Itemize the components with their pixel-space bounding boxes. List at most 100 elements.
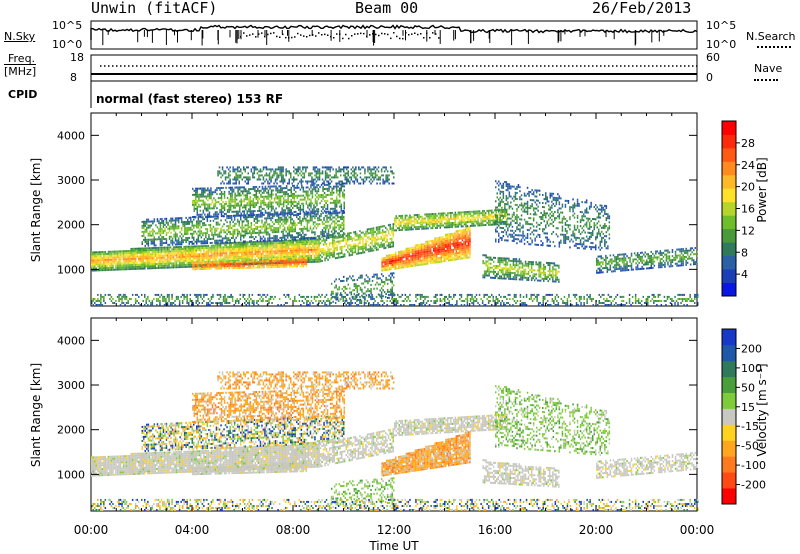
power-cell <box>203 202 205 204</box>
power-cell <box>242 267 244 269</box>
power-cell <box>394 268 396 270</box>
power-cell <box>213 220 215 222</box>
power-cell <box>204 240 206 242</box>
power-cell <box>163 230 165 232</box>
power-cell <box>271 186 273 188</box>
power-cell <box>319 168 321 170</box>
power-cell <box>373 231 375 233</box>
power-cell <box>289 266 291 268</box>
power-cell <box>180 262 182 264</box>
power-cell <box>190 248 192 250</box>
power-cell <box>352 166 354 168</box>
power-cell <box>200 210 202 212</box>
power-cell <box>248 210 250 212</box>
power-cell <box>394 256 396 258</box>
power-cell <box>269 176 271 178</box>
power-cell <box>171 262 173 264</box>
power-cell <box>419 246 421 248</box>
power-cell <box>310 238 312 240</box>
power-cell <box>286 258 288 260</box>
power-cell <box>232 231 234 233</box>
power-cell <box>155 238 157 240</box>
power-cell <box>277 262 279 264</box>
power-cell <box>166 222 168 224</box>
power-cell <box>338 253 340 255</box>
power-cell <box>221 268 223 270</box>
power-cell <box>248 181 250 183</box>
power-cell <box>132 268 134 270</box>
power-cell <box>280 258 282 260</box>
power-cell <box>316 184 318 186</box>
power-cell <box>245 198 247 200</box>
power-cell <box>249 253 251 255</box>
power-cell <box>278 227 280 229</box>
power-cell <box>220 246 222 248</box>
power-cell <box>276 176 278 178</box>
power-cell <box>207 218 209 220</box>
power-cell <box>184 223 186 225</box>
power-cell <box>380 226 382 228</box>
power-cell <box>341 190 343 192</box>
power-cell <box>213 264 215 266</box>
power-cell <box>298 222 300 224</box>
power-cell <box>257 220 259 222</box>
power-cell <box>182 254 184 256</box>
power-cell <box>224 246 226 248</box>
power-cell <box>261 255 263 257</box>
power-cell <box>169 238 171 240</box>
power-cell <box>250 192 252 194</box>
power-cell <box>206 208 208 210</box>
power-cell <box>145 231 147 233</box>
power-cell <box>216 268 218 270</box>
power-cell <box>310 202 312 204</box>
power-cell <box>154 236 156 238</box>
power-cell <box>254 238 256 240</box>
power-cell <box>212 193 214 195</box>
power-cell <box>225 201 227 203</box>
power-cell <box>415 251 417 253</box>
power-cell <box>326 245 328 247</box>
power-cell <box>218 213 220 215</box>
power-cell <box>192 194 194 196</box>
power-cell <box>286 242 288 244</box>
power-cell <box>249 257 251 259</box>
power-cell <box>318 249 320 251</box>
power-cell <box>317 241 319 243</box>
power-cell <box>302 168 304 170</box>
power-cell <box>332 234 334 236</box>
power-cell <box>262 253 264 255</box>
power-cell <box>425 251 427 253</box>
power-cell <box>306 187 308 189</box>
power-cell <box>290 218 292 220</box>
power-cell <box>221 197 223 199</box>
power-cell <box>338 181 340 183</box>
power-cell <box>243 231 245 233</box>
power-cell <box>322 194 324 196</box>
power-cell <box>261 174 263 176</box>
power-cell <box>179 262 181 264</box>
power-cell <box>109 255 111 257</box>
power-cell <box>150 247 152 249</box>
power-cell <box>282 244 284 246</box>
power-cell <box>300 213 302 215</box>
power-cell <box>180 248 182 250</box>
power-cell <box>124 252 126 254</box>
power-cell <box>155 232 157 234</box>
power-cell <box>263 262 265 264</box>
power-cell <box>132 262 134 264</box>
power-cell <box>403 266 405 268</box>
power-cell <box>301 259 303 261</box>
power-cell <box>213 238 215 240</box>
power-cell <box>178 227 180 229</box>
power-cell <box>258 176 260 178</box>
power-cell <box>108 253 110 255</box>
power-cell <box>193 252 195 254</box>
power-cell <box>334 220 336 222</box>
power-cell <box>277 244 279 246</box>
power-cell <box>111 259 113 261</box>
power-cell <box>228 239 230 241</box>
power-cell <box>219 170 221 172</box>
power-cell <box>310 207 312 209</box>
power-cell <box>206 216 208 218</box>
power-cell <box>400 265 402 267</box>
